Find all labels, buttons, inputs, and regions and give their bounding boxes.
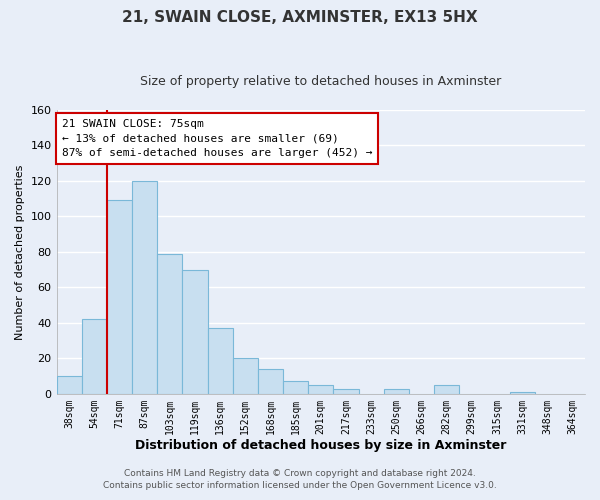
Bar (56, 376, 82, 394)
Text: Contains HM Land Registry data © Crown copyright and database right 2024.
Contai: Contains HM Land Registry data © Crown c… (103, 468, 497, 490)
Title: Size of property relative to detached houses in Axminster: Size of property relative to detached ho… (140, 75, 502, 88)
Bar (334, 388, 359, 394)
Bar (509, 392, 535, 394)
Text: 21, SWAIN CLOSE, AXMINSTER, EX13 5HX: 21, SWAIN CLOSE, AXMINSTER, EX13 5HX (122, 10, 478, 25)
Bar (258, 369, 283, 394)
X-axis label: Distribution of detached houses by size in Axminster: Distribution of detached houses by size … (135, 440, 506, 452)
Bar (157, 254, 182, 394)
Bar (208, 328, 233, 394)
Bar (283, 382, 308, 394)
Bar (182, 270, 208, 394)
Text: 21 SWAIN CLOSE: 75sqm
← 13% of detached houses are smaller (69)
87% of semi-deta: 21 SWAIN CLOSE: 75sqm ← 13% of detached … (62, 118, 373, 158)
Bar (132, 181, 157, 394)
Bar (107, 200, 132, 394)
Bar (233, 358, 258, 394)
Y-axis label: Number of detached properties: Number of detached properties (15, 164, 25, 340)
Bar (434, 385, 459, 394)
Bar (82, 320, 107, 394)
Bar (308, 385, 334, 394)
Bar (383, 388, 409, 394)
